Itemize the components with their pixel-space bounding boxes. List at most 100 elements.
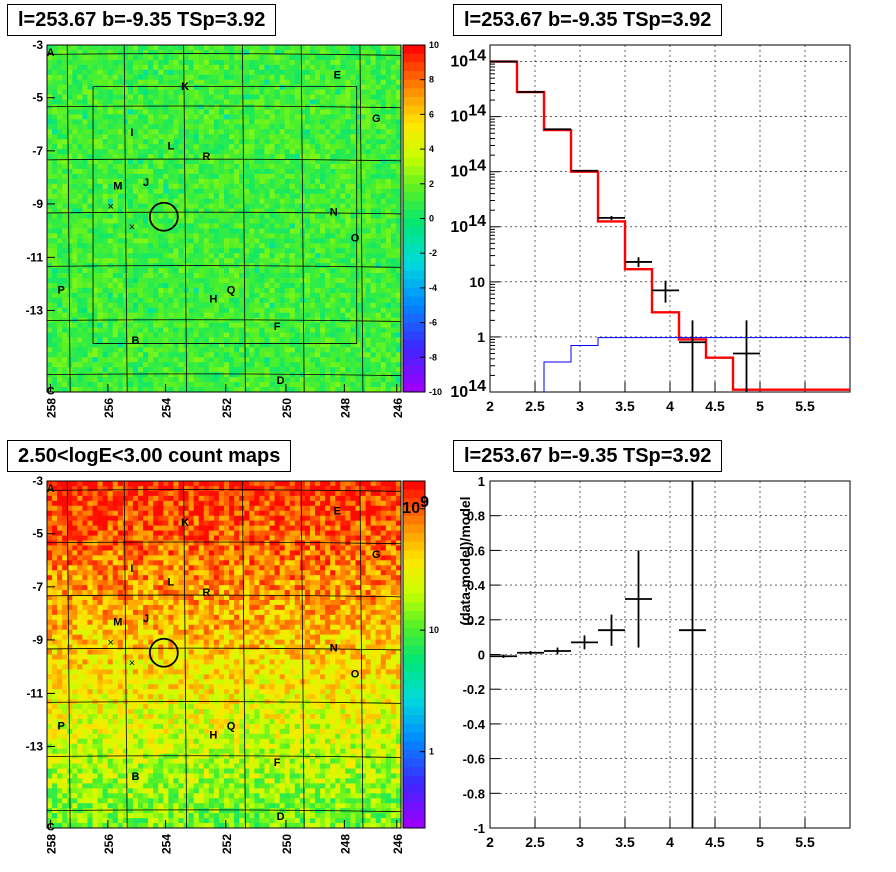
residual-y-tick: 0.8	[467, 509, 485, 524]
map-grid-meridian	[359, 480, 364, 829]
map-grid-parallel	[46, 319, 402, 322]
map-grid-meridian	[66, 480, 71, 829]
source-label-E: E	[334, 69, 341, 81]
residual-y-tick: -1	[473, 821, 485, 836]
map-y-tick: -13	[26, 303, 44, 317]
residual-x-tick: 3	[576, 834, 584, 850]
map-grid-meridian	[183, 44, 188, 393]
residual-x-tick: 4	[666, 834, 674, 850]
map-x-tick: 254	[160, 398, 174, 418]
colorbar-tick: -10	[429, 387, 442, 397]
model-source-line	[543, 336, 851, 392]
source-label-L: L	[168, 141, 175, 153]
map-x-tick: 258	[45, 398, 59, 418]
spectrum-x-tick: 4	[666, 398, 674, 414]
map-y-tick: -13	[26, 739, 44, 753]
top-left-title: l=253.67 b=-9.35 TSp=3.92	[7, 4, 277, 36]
map-grid-meridian	[359, 44, 364, 393]
marker: ×	[108, 637, 114, 649]
map-x-tick: 248	[338, 834, 352, 854]
marker: ×	[108, 201, 114, 213]
target-circle	[148, 201, 179, 232]
source-label-B: B	[132, 771, 140, 783]
source-label-J: J	[143, 613, 149, 625]
map-y-tick: -3	[32, 38, 43, 52]
map-x-tick: 248	[338, 398, 352, 418]
map-y-tick: -9	[32, 197, 43, 211]
residual-y-tick: -0.6	[463, 752, 485, 767]
map-frame	[46, 44, 402, 393]
source-label-K: K	[181, 81, 189, 93]
top-right-title: l=253.67 b=-9.35 TSp=3.92	[453, 4, 723, 36]
residual-y-label: (data-model)/model	[457, 496, 473, 625]
spectrum-y-tick: 1	[477, 329, 485, 345]
residual-x-tick: 4.5	[705, 834, 725, 850]
map-x-tick: 256	[102, 834, 116, 854]
residual-y-tick: -0.4	[463, 717, 486, 732]
residual-x-tick: 3.5	[615, 834, 635, 850]
map-y-tick: -9	[32, 633, 43, 647]
map-y-tick: -7	[32, 144, 43, 158]
target-circle	[148, 637, 179, 668]
source-label-N: N	[330, 207, 338, 219]
map-grid-parallel	[46, 53, 402, 56]
source-label-M: M	[113, 181, 122, 193]
colorbar-tick: 10	[429, 40, 439, 50]
map-x-tick: 254	[160, 834, 174, 854]
map-grid-meridian	[300, 480, 305, 829]
residual-y-tick: 1	[478, 474, 485, 489]
spectrum-x-tick: 5.5	[795, 398, 815, 414]
source-label-A: A	[47, 483, 55, 495]
colorbar-tick: -6	[429, 318, 437, 328]
map-grid-meridian	[66, 44, 71, 393]
bottom-left-title: 2.50<logE<3.00 count maps	[7, 440, 292, 472]
source-label-F: F	[274, 321, 281, 333]
marker: ×	[129, 222, 135, 234]
map-x-tick: 252	[220, 398, 234, 418]
residual-y-tick: -0.2	[463, 682, 485, 697]
source-label-F: F	[274, 757, 281, 769]
colorbar-tick: -2	[429, 248, 437, 258]
map-y-tick: -7	[32, 580, 43, 594]
map-grid-parallel	[46, 594, 402, 598]
source-label-M: M	[113, 617, 122, 629]
colorbar-tick: 0	[429, 214, 434, 224]
map-x-tick: 246	[391, 834, 405, 854]
source-label-J: J	[143, 177, 149, 189]
map-grid-parallel	[46, 265, 402, 268]
residual-y-tick: 0.6	[467, 543, 485, 558]
map-x-tick: 250	[280, 398, 294, 418]
map-frame	[46, 480, 402, 829]
spectrum-x-tick: 2.5	[525, 398, 545, 414]
map-grid-meridian	[123, 44, 128, 393]
map-x-tick: 252	[220, 834, 234, 854]
roi-boundary	[92, 86, 358, 344]
source-label-Q: Q	[227, 721, 236, 733]
map-grid-parallel	[46, 158, 402, 162]
map-x-tick: 246	[391, 398, 405, 418]
map-grid-parallel	[46, 541, 402, 545]
map-x-tick: 258	[45, 834, 59, 854]
spectrum-x-tick: 4.5	[705, 398, 725, 414]
source-label-I: I	[130, 563, 133, 575]
source-label-B: B	[132, 335, 140, 347]
source-label-Q: Q	[227, 285, 236, 297]
source-label-H: H	[209, 293, 217, 305]
map-grid-parallel	[46, 647, 402, 651]
map-grid-parallel	[46, 211, 402, 215]
colorbar-tick: 4	[429, 144, 434, 154]
map-x-tick: 250	[280, 834, 294, 854]
residual-x-tick: 2.5	[525, 834, 545, 850]
model-total-line	[490, 60, 850, 391]
spectrum-frame	[489, 44, 851, 393]
source-label-R: R	[202, 587, 210, 599]
colorbar-tick: 10	[429, 625, 439, 635]
count-map-plot: ACEKGILRMJNOPQHFBD××25825625425225024824…	[26, 474, 439, 854]
source-label-R: R	[202, 151, 210, 163]
map-x-tick: 256	[102, 398, 116, 418]
map-y-tick: -11	[26, 250, 43, 264]
bottom-right-title: l=253.67 b=-9.35 TSp=3.92	[453, 440, 723, 472]
source-label-L: L	[168, 577, 175, 589]
colorbar-tick: 1	[429, 747, 434, 757]
